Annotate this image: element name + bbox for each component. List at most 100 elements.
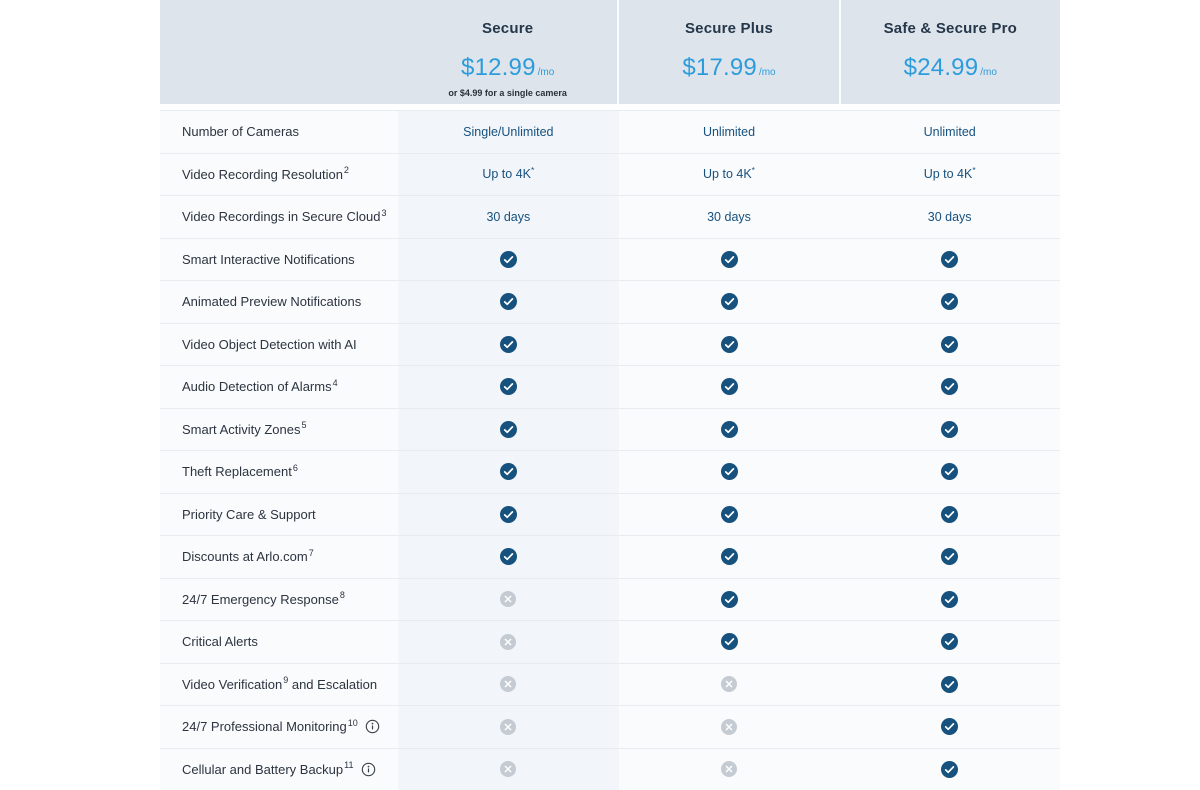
check-icon — [720, 633, 738, 651]
feature-value-text: 30 days — [486, 209, 531, 224]
feature-row: Smart Interactive Notifications — [160, 237, 1060, 281]
check-icon — [941, 378, 959, 396]
cross-icon — [500, 718, 517, 735]
cross-icon — [500, 591, 517, 608]
feature-value-cell — [839, 706, 1060, 748]
check-icon — [720, 463, 738, 481]
check-icon — [720, 590, 738, 608]
check-icon — [941, 718, 959, 736]
info-icon[interactable] — [365, 719, 380, 734]
feature-value-cell — [839, 621, 1060, 663]
check-icon — [720, 378, 738, 396]
feature-value-cell — [619, 749, 840, 790]
info-icon[interactable] — [361, 762, 376, 777]
cross-icon — [500, 633, 517, 650]
feature-label: 24/7 Professional Monitoring10 — [160, 706, 398, 748]
feature-label: Number of Cameras — [182, 124, 300, 140]
feature-row: Video Verification9 and Escalation — [160, 662, 1060, 706]
check-icon — [499, 335, 517, 353]
check-icon — [499, 420, 517, 438]
feature-value-cell — [619, 451, 840, 493]
feature-row: Smart Activity Zones5 — [160, 407, 1060, 451]
feature-value-cell — [398, 238, 619, 280]
pricing-table: Secure $12.99 /mo or $4.99 for a single … — [160, 0, 1060, 790]
feature-label: Audio Detection of Alarms4 — [182, 377, 338, 395]
price-period: /mo — [980, 67, 997, 78]
feature-value-cell — [398, 408, 619, 450]
price-amount: $12.99 — [461, 54, 536, 81]
plan-name: Secure — [482, 20, 534, 37]
feature-value-cell — [839, 409, 1060, 451]
cross-icon — [721, 718, 737, 735]
feature-label: Smart Activity Zones5 — [182, 420, 307, 437]
check-icon — [941, 590, 959, 608]
feature-value-text: Up to 4K* — [923, 165, 976, 182]
check-icon — [720, 505, 738, 523]
feature-row: Priority Care & Support — [160, 492, 1060, 535]
feature-value-cell — [398, 323, 619, 365]
check-icon — [499, 250, 517, 268]
check-icon — [499, 293, 517, 311]
feature-row: Cellular and Battery Backup11 — [160, 747, 1060, 790]
feature-value-cell — [619, 366, 840, 408]
feature-label: Video Object Detection with AI — [182, 336, 357, 352]
check-icon — [941, 548, 959, 566]
feature-label: Video Verification9 and Escalation — [182, 675, 378, 692]
check-icon — [941, 633, 959, 651]
feature-value-cell — [839, 239, 1060, 281]
cross-icon — [500, 676, 517, 693]
cross-icon — [500, 761, 517, 778]
feature-value-text: Up to 4K* — [482, 165, 535, 182]
feature-label: Animated Preview Notifications — [182, 294, 362, 310]
plan-header-safe-secure-pro: Safe & Secure Pro $24.99 /mo — [838, 0, 1060, 104]
header-corner-cell — [160, 0, 398, 104]
feature-value-cell: 30 days — [398, 196, 619, 238]
feature-row: Video Object Detection with AI — [160, 322, 1060, 366]
feature-value-text: Up to 4K* — [703, 165, 755, 182]
price-amount: $24.99 — [903, 54, 979, 81]
feature-label: Video Recording Resolution2 — [182, 165, 349, 182]
feature-value-cell: Up to 4K* — [398, 153, 619, 195]
feature-row: Critical Alerts — [160, 620, 1060, 663]
plan-header-secure-plus: Secure Plus $17.99 /mo — [617, 0, 839, 104]
check-icon — [941, 675, 959, 693]
feature-value-cell — [619, 324, 840, 366]
feature-value-cell — [619, 239, 840, 281]
check-icon — [941, 250, 959, 268]
feature-value-cell — [619, 706, 840, 748]
feature-value-cell — [398, 366, 619, 408]
feature-value-cell — [398, 706, 619, 748]
plan-price: $17.99 /mo — [682, 54, 775, 82]
feature-value-cell — [398, 621, 619, 663]
feature-value-text: Single/Unlimited — [463, 124, 554, 139]
check-icon — [499, 548, 517, 566]
plan-price: $12.99 /mo — [461, 54, 554, 82]
feature-value-cell — [839, 664, 1060, 706]
feature-value-cell: Up to 4K* — [839, 154, 1060, 196]
feature-row: 24/7 Emergency Response8 — [160, 577, 1060, 620]
feature-label: Video Recordings in Secure Cloud3 — [182, 207, 387, 225]
feature-value-cell — [839, 366, 1060, 408]
check-icon — [941, 335, 959, 353]
plans-header: Secure $12.99 /mo or $4.99 for a single … — [160, 0, 1060, 104]
feature-value-cell — [839, 749, 1060, 790]
check-icon — [941, 505, 959, 523]
feature-value-cell — [619, 621, 840, 663]
feature-value-cell: Single/Unlimited — [398, 111, 619, 153]
feature-label: Cellular and Battery Backup11 — [160, 749, 398, 790]
price-period: /mo — [758, 67, 776, 78]
check-icon — [720, 293, 738, 311]
plan-note: or $4.99 for a single camera — [448, 88, 567, 98]
plan-header-secure: Secure $12.99 /mo or $4.99 for a single … — [398, 0, 618, 104]
check-icon — [499, 378, 517, 396]
feature-row: Video Recordings in Secure Cloud3 30 days… — [160, 195, 1060, 238]
feature-row: Audio Detection of Alarms4 — [160, 365, 1060, 408]
feature-value-cell — [839, 536, 1060, 578]
feature-row: Video Recording Resolution2 Up to 4K* Up t… — [160, 152, 1060, 196]
check-icon — [720, 420, 738, 438]
feature-value-text: 30 days — [707, 209, 751, 224]
feature-value-cell: Unlimited — [619, 111, 840, 153]
feature-label: Priority Care & Support — [182, 506, 316, 522]
feature-row: 24/7 Professional Monitoring10 — [160, 705, 1060, 748]
check-icon — [941, 463, 959, 481]
